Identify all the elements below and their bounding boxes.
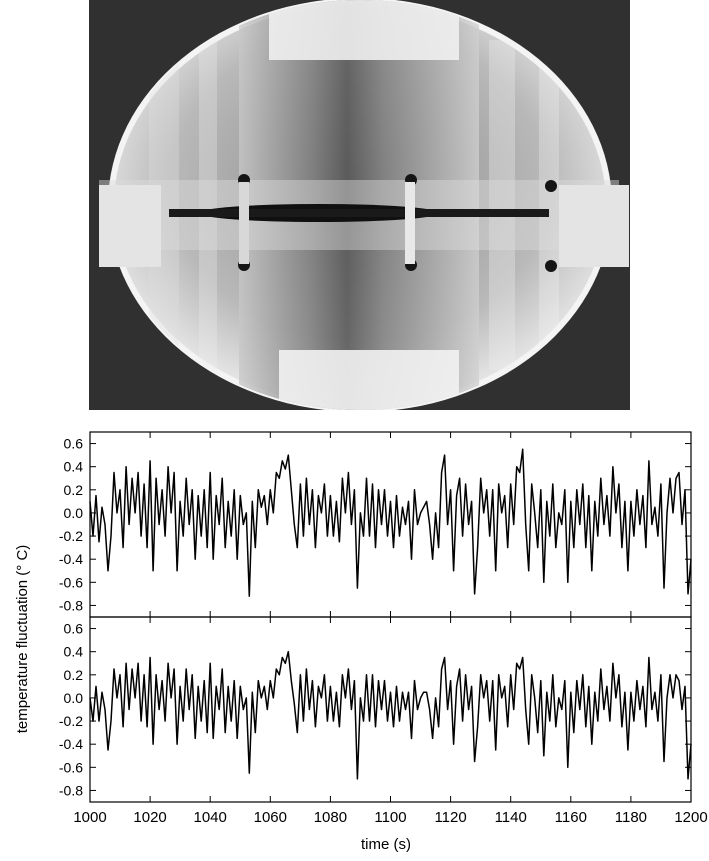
y-tick-label: -0.8 (59, 597, 83, 613)
y-tick-label: -0.2 (59, 528, 83, 544)
y-tick-label: 0.6 (64, 621, 84, 637)
y-tick-label: 0.6 (64, 436, 84, 452)
series-line-panel-2-1 (89, 650, 692, 780)
y-tick-label: -0.2 (59, 713, 83, 729)
y-tick-label: 0.4 (64, 459, 84, 475)
y-tick-label: -0.6 (59, 574, 83, 590)
x-tick-label: 1060 (254, 809, 287, 826)
x-tick-label: 1020 (133, 809, 166, 826)
y-axis-label: temperature fluctuation (° C) (14, 545, 31, 734)
x-tick-label: 1200 (674, 809, 707, 826)
y-tick-label: 0.2 (64, 482, 84, 498)
x-tick-label: 1100 (374, 809, 406, 826)
y-tick-label: 0.2 (64, 667, 84, 683)
panel-1: 0.6 0.4 0.2 0.0 -0.2 -0.4 -0.6 -0.8 (59, 431, 692, 618)
x-tick-label: 1040 (194, 809, 227, 826)
panel-2: 0.6 0.4 0.2 0.0 -0.2 -0.4 -0.6 -0.8 (59, 616, 692, 803)
panel-frame (89, 616, 692, 803)
y-tick-label: 0.0 (64, 505, 84, 521)
y-tick-label: -0.4 (59, 551, 83, 567)
y-tick-label: -0.8 (59, 782, 83, 798)
x-tick-label: 1120 (434, 809, 466, 826)
y-tick-label: 0.0 (64, 690, 84, 706)
x-tick-label: 1160 (555, 809, 587, 826)
y-tick-label: 0.4 (64, 644, 84, 660)
x-axis-label: time (s) (361, 836, 411, 853)
apparatus-photo (89, 0, 630, 410)
chart-svg: 0.6 0.4 0.2 0.0 -0.2 -0.4 -0.6 -0.8 0.6 0.4 0.2 0.0… (14, 431, 708, 853)
y-tick-label: -0.4 (59, 736, 83, 752)
series-line-panel-1-1 (89, 448, 692, 597)
x-tick-label: 1080 (314, 809, 347, 826)
temperature-chart: 0.6 0.4 0.2 0.0 -0.2 -0.4 -0.6 -0.8 0.6 0.4 0.2 0.0… (0, 418, 709, 856)
panel-frame (89, 431, 692, 618)
y-tick-label: -0.6 (59, 759, 83, 775)
x-tick-label: 1140 (495, 809, 527, 826)
x-tick-label: 1180 (615, 809, 647, 826)
x-tick-label: 1000 (73, 809, 106, 826)
